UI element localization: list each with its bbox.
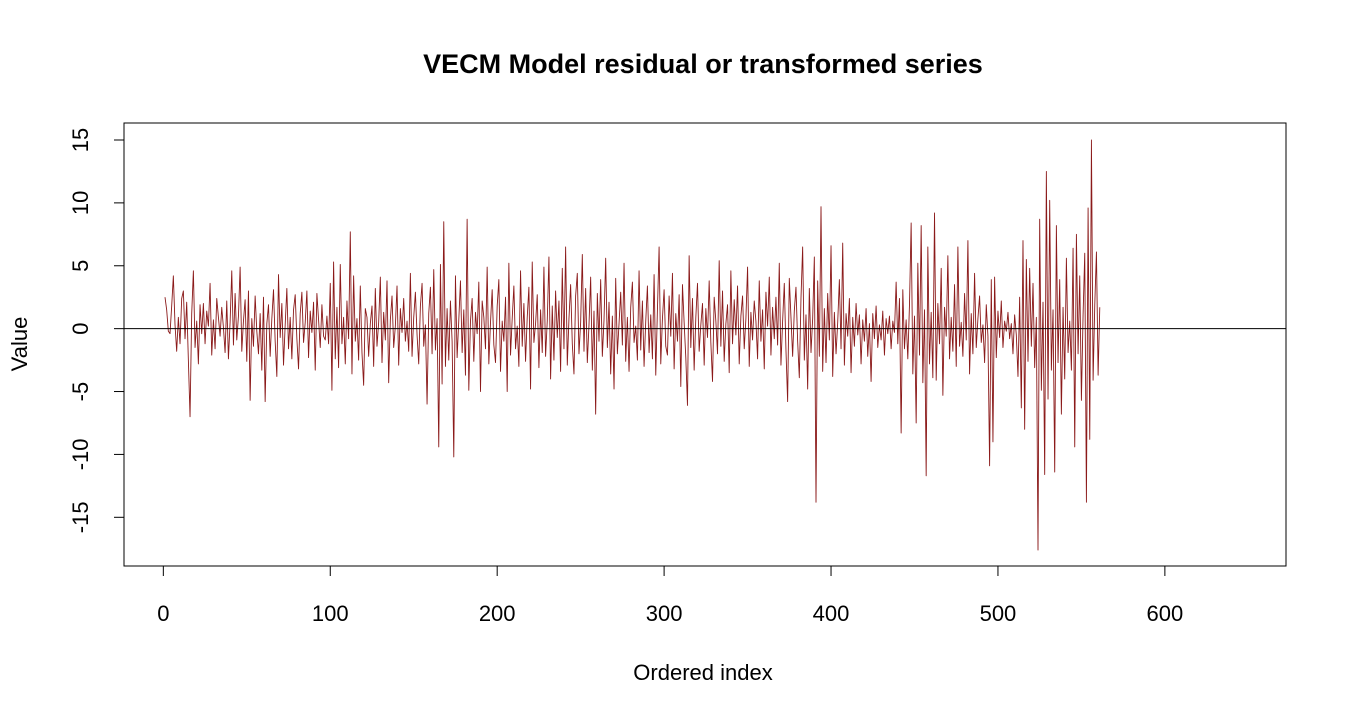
x-axis-label: Ordered index	[633, 660, 772, 685]
y-tick-label: -15	[68, 501, 93, 533]
y-tick-label: 0	[68, 323, 93, 335]
x-tick-label: 400	[813, 601, 850, 626]
x-tick-label: 600	[1147, 601, 1184, 626]
y-axis-label: Value	[7, 317, 32, 372]
y-tick-label: -5	[68, 382, 93, 402]
y-tick-label: 10	[68, 191, 93, 215]
x-tick-label: 500	[980, 601, 1017, 626]
series-line	[164, 139, 1101, 551]
y-tick-label: 15	[68, 128, 93, 152]
x-tick-label: 100	[312, 601, 349, 626]
y-axis: -15 -10 -5 0 5 10 15	[68, 128, 125, 533]
x-tick-label: 200	[479, 601, 516, 626]
chart-title: VECM Model residual or transformed serie…	[423, 49, 983, 79]
x-axis: 0 100 200 300 400 500 600	[157, 565, 1184, 626]
y-tick-label: 5	[68, 260, 93, 272]
x-tick-label: 0	[157, 601, 169, 626]
x-tick-label: 300	[646, 601, 683, 626]
y-tick-label: -10	[68, 439, 93, 471]
